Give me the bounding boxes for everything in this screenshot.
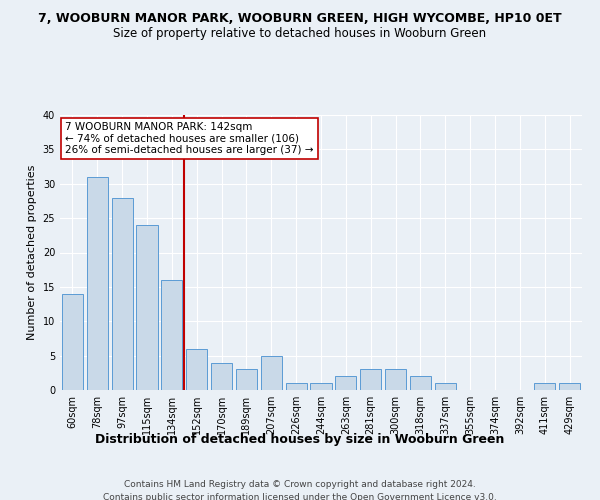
Text: Distribution of detached houses by size in Wooburn Green: Distribution of detached houses by size … [95, 432, 505, 446]
Text: Contains HM Land Registry data © Crown copyright and database right 2024.: Contains HM Land Registry data © Crown c… [124, 480, 476, 489]
Text: 7 WOOBURN MANOR PARK: 142sqm
← 74% of detached houses are smaller (106)
26% of s: 7 WOOBURN MANOR PARK: 142sqm ← 74% of de… [65, 122, 314, 155]
Bar [360, 370, 381, 390]
Bar [534, 383, 555, 390]
Text: Contains public sector information licensed under the Open Government Licence v3: Contains public sector information licen… [103, 492, 497, 500]
Bar [310, 383, 332, 390]
Bar [435, 383, 456, 390]
Bar [136, 225, 158, 390]
Bar [261, 356, 282, 390]
Bar [112, 198, 133, 390]
Bar [559, 383, 580, 390]
Bar [410, 376, 431, 390]
Bar [286, 383, 307, 390]
Bar [62, 294, 83, 390]
Y-axis label: Number of detached properties: Number of detached properties [27, 165, 37, 340]
Bar [385, 370, 406, 390]
Text: 7, WOOBURN MANOR PARK, WOOBURN GREEN, HIGH WYCOMBE, HP10 0ET: 7, WOOBURN MANOR PARK, WOOBURN GREEN, HI… [38, 12, 562, 26]
Bar [161, 280, 182, 390]
Bar [87, 177, 108, 390]
Bar [211, 362, 232, 390]
Bar [335, 376, 356, 390]
Bar [186, 349, 207, 390]
Bar [236, 370, 257, 390]
Text: Size of property relative to detached houses in Wooburn Green: Size of property relative to detached ho… [113, 28, 487, 40]
